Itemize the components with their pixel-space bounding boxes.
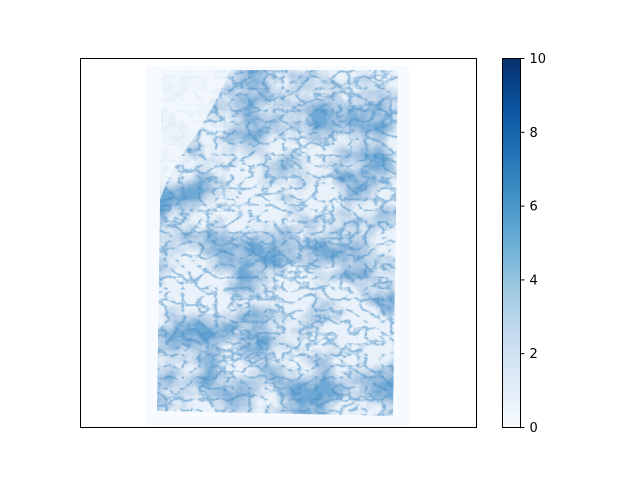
axes-frame (80, 58, 477, 428)
colorbar: 0 2 4 6 8 10 (502, 52, 547, 436)
low-value-region (160, 70, 230, 200)
colorbar-tick-label: 8 (530, 126, 538, 141)
heatmap-image (157, 70, 398, 416)
colorbar-tick-label: 4 (530, 273, 538, 288)
colorbar-gradient (502, 58, 521, 428)
colorbar-tick-label: 10 (530, 52, 547, 67)
colorbar-ticks: 0 2 4 6 8 10 (520, 52, 547, 436)
colorbar-tick-label: 2 (530, 347, 538, 362)
colorbar-tick-label: 6 (530, 200, 538, 215)
colorbar-tick-label: 0 (530, 421, 538, 436)
